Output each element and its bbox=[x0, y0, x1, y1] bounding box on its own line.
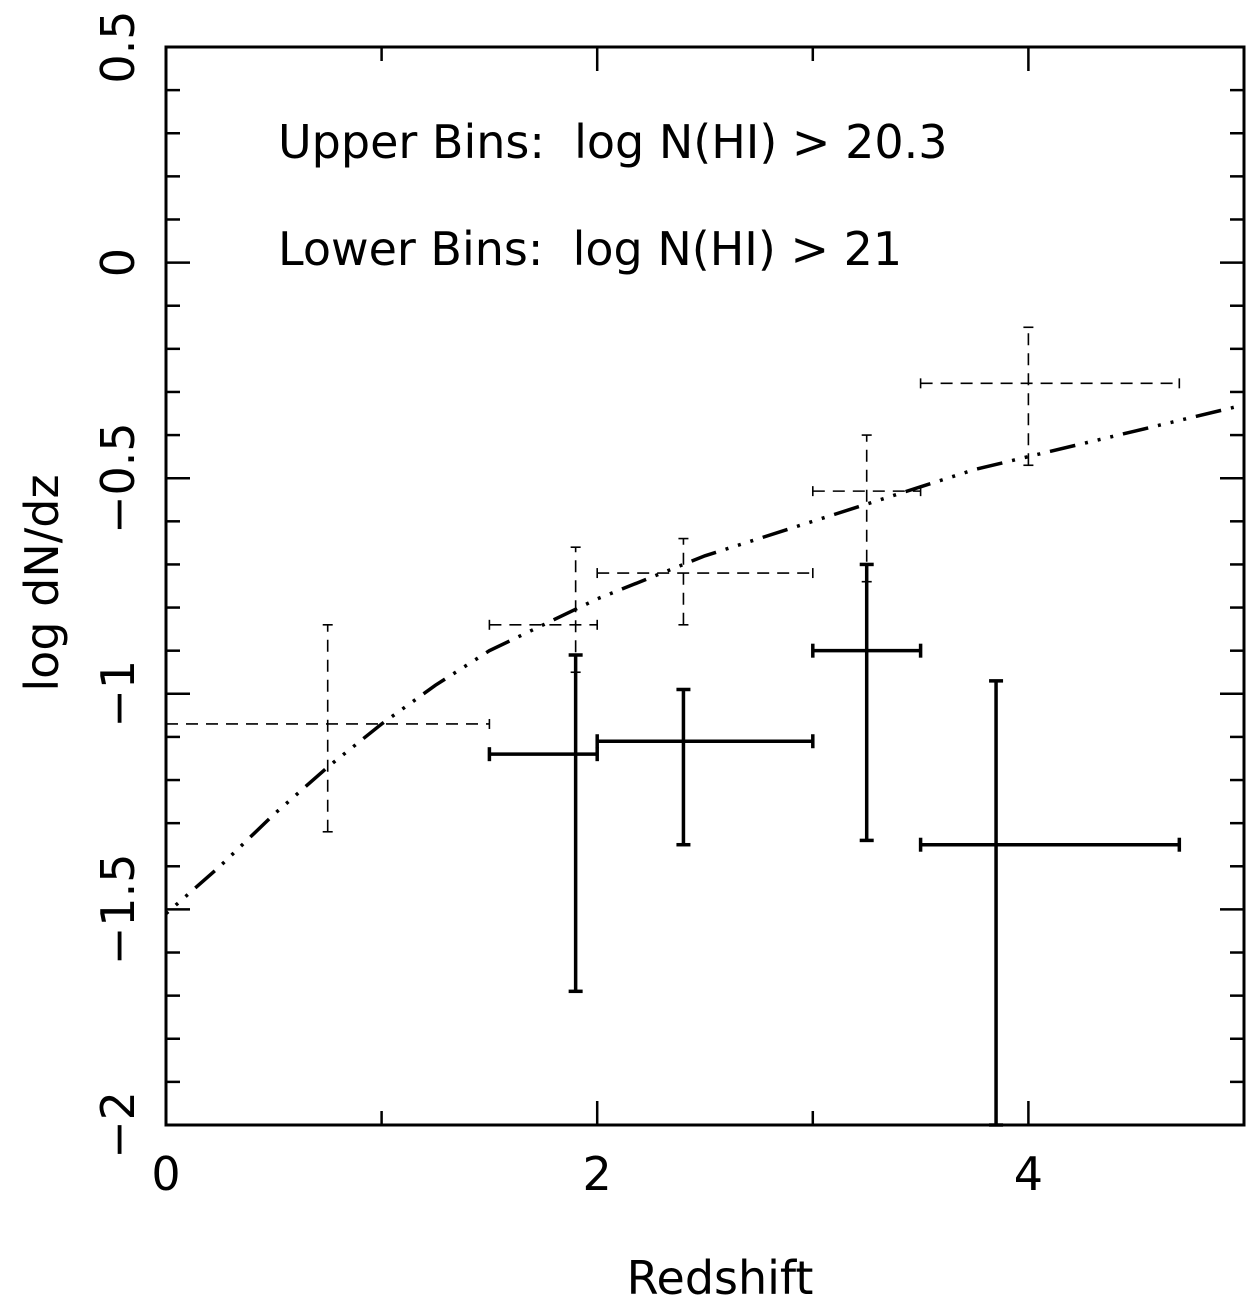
y-tick-label: 0 bbox=[91, 248, 145, 277]
series-lower-bins bbox=[487, 562, 1182, 1127]
minor-ticks bbox=[166, 47, 1246, 1125]
y-tick-label: −1 bbox=[91, 660, 145, 728]
model-curve bbox=[164, 403, 1245, 916]
y-tick-label: −2 bbox=[91, 1091, 145, 1159]
x-tick-labels: 0 2 4 bbox=[151, 1147, 1043, 1201]
y-tick-label: −1.5 bbox=[91, 854, 145, 966]
annotation-upper-bins: Upper Bins: log N(HI) > 20.3 bbox=[278, 115, 948, 169]
x-tick-label: 4 bbox=[1014, 1147, 1043, 1201]
series-upper-bins bbox=[165, 326, 1181, 833]
y-tick-label: −0.5 bbox=[91, 422, 145, 534]
x-axis-title: Redshift bbox=[627, 1251, 814, 1305]
x-tick-label: 0 bbox=[151, 1147, 180, 1201]
model-curve-group bbox=[164, 403, 1245, 916]
major-ticks bbox=[164, 45, 1244, 1127]
y-axis-title: log dN/dz bbox=[15, 474, 69, 691]
y-tick-label: 0.5 bbox=[91, 10, 145, 83]
x-tick-label: 2 bbox=[583, 1147, 612, 1201]
annotation-lower-bins: Lower Bins: log N(HI) > 21 bbox=[278, 222, 902, 276]
plot-frame bbox=[164, 45, 1246, 1127]
y-tick-labels: −2 −1.5 −1 −0.5 0 0.5 bbox=[91, 10, 145, 1158]
